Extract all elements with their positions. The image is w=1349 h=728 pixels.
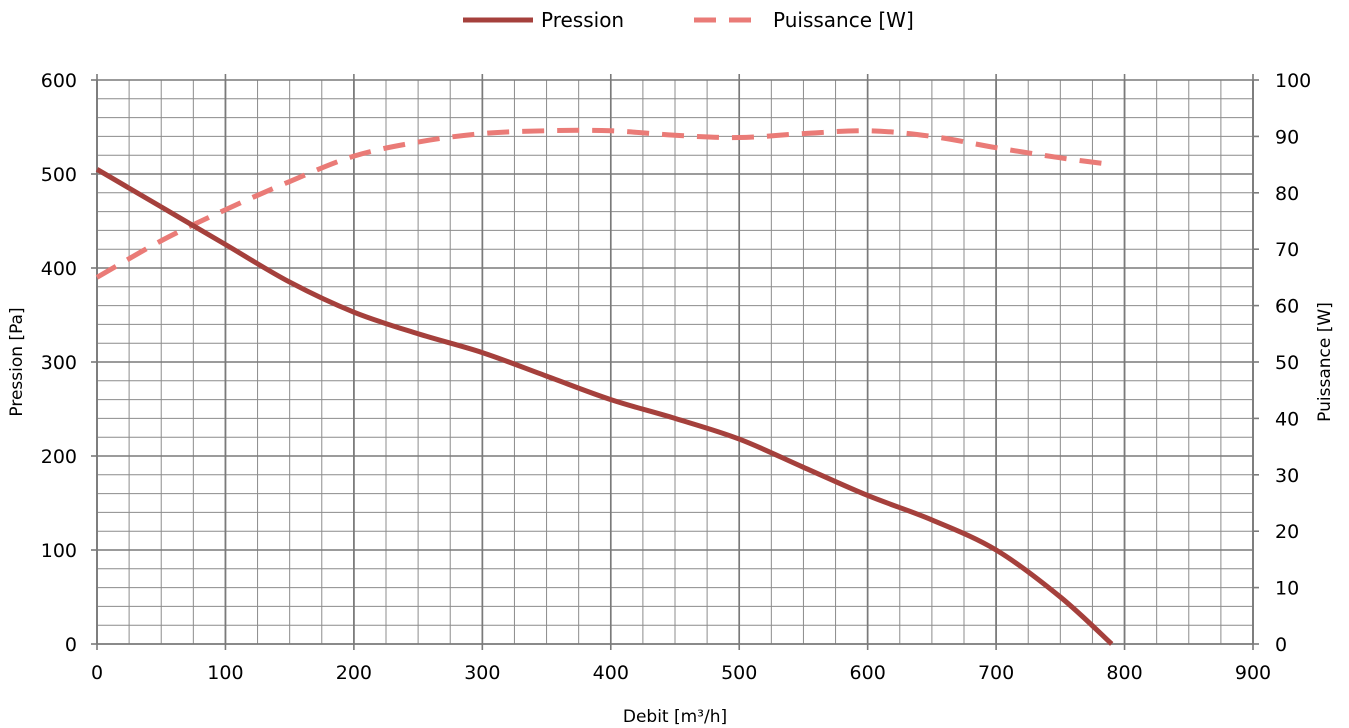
x-tick-label: 800	[1106, 662, 1142, 684]
y2-tick-label: 50	[1275, 352, 1299, 374]
series-line-puissance	[95, 127, 1113, 280]
x-axis-title: Debit [m³/h]	[623, 707, 727, 727]
y-tick-label: 300	[41, 352, 77, 374]
y2-tick-label: 40	[1275, 408, 1299, 430]
y2-tick-labels: 0 10 20 30 40 50 60 70 80 90 100	[1275, 70, 1311, 656]
y2-tick-label: 10	[1275, 578, 1299, 600]
series-layer	[95, 127, 1114, 646]
x-tick-label: 400	[593, 662, 629, 684]
y2-tick-label: 90	[1275, 126, 1299, 148]
legend-label-puissance: Puissance [W]	[773, 8, 914, 32]
x-tick-label: 600	[850, 662, 886, 684]
x-tick-label: 900	[1235, 662, 1271, 684]
y2-axis-title: Puissance [W]	[1315, 302, 1335, 422]
x-tick-label: 500	[721, 662, 757, 684]
y-axis-title: Pression [Pa]	[7, 307, 27, 416]
x-tick-label: 0	[91, 662, 103, 684]
y2-tick-label: 70	[1275, 239, 1299, 261]
y-tick-label: 600	[41, 70, 77, 92]
x-tick-label: 200	[336, 662, 372, 684]
grid	[96, 79, 1254, 645]
y-tick-label: 500	[41, 164, 77, 186]
y2-tick-label: 30	[1275, 465, 1299, 487]
y2-tick-label: 0	[1275, 634, 1287, 656]
x-tick-labels: 0 100 200 300 400 500 600 700 800 900	[91, 662, 1271, 684]
y-tick-label: 400	[41, 258, 77, 280]
axes	[91, 74, 1259, 650]
y-tick-label: 0	[65, 634, 77, 656]
x-tick-label: 300	[464, 662, 500, 684]
y-tick-label: 100	[41, 540, 77, 562]
y2-tick-label: 20	[1275, 521, 1299, 543]
y-tick-labels: 0 100 200 300 400 500 600	[41, 70, 77, 656]
series-line-pression	[95, 167, 1114, 646]
y2-tick-label: 60	[1275, 296, 1299, 318]
y-tick-label: 200	[41, 446, 77, 468]
legend-label-pression: Pression	[541, 8, 624, 32]
y2-tick-label: 100	[1275, 70, 1311, 92]
x-tick-label: 700	[978, 662, 1014, 684]
legend: Pression Puissance [W]	[463, 8, 914, 32]
y2-tick-label: 80	[1275, 183, 1299, 205]
x-tick-label: 100	[207, 662, 243, 684]
